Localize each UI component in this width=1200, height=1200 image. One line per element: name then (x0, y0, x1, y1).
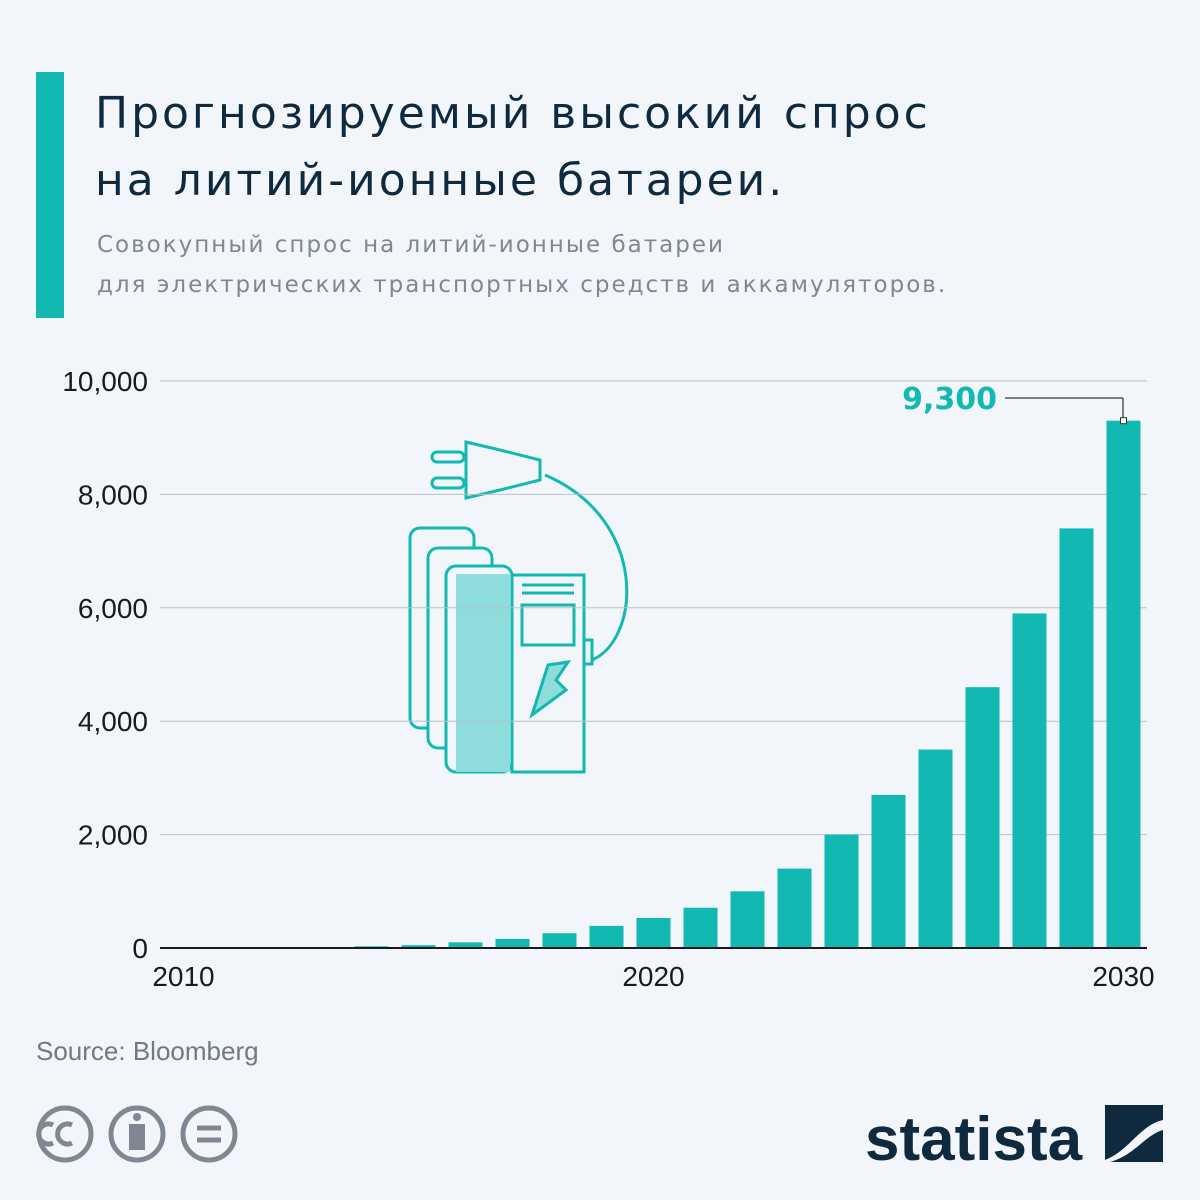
y-tick-label: 6,000 (78, 593, 148, 624)
bar (777, 868, 812, 948)
bar (824, 834, 859, 948)
y-tick-label: 4,000 (78, 706, 148, 737)
logo-mark (1105, 1105, 1163, 1162)
license-icons (36, 1105, 238, 1163)
bar (636, 917, 671, 948)
source: Source: Bloomberg (36, 1036, 259, 1066)
subtitle: Совокупный спрос на литий-ионные батареи (97, 232, 725, 258)
accent-bar (36, 72, 64, 318)
illustration (408, 440, 629, 774)
bar (401, 945, 436, 948)
bar (589, 925, 624, 948)
bar (448, 942, 483, 948)
x-tick-label: 2020 (622, 961, 684, 992)
y-tick-label: 2,000 (78, 820, 148, 851)
x-tick-label: 2030 (1092, 961, 1154, 992)
bar (1059, 528, 1094, 948)
bar (871, 794, 906, 948)
x-tick-label: 2010 (152, 961, 214, 992)
y-tick-label: 10,000 (62, 366, 148, 397)
y-tick-label: 0 (132, 933, 148, 964)
bar (1106, 420, 1141, 948)
chart-title: на литий-ионные батареи. (95, 155, 785, 206)
bar (683, 907, 718, 948)
value-label: 9,300 (902, 382, 997, 417)
bar (965, 687, 1000, 948)
bar (1012, 613, 1047, 948)
bar (918, 749, 953, 948)
logo: statista (865, 1105, 1083, 1174)
annotation-marker (1120, 417, 1127, 425)
chart-title: Прогнозируемый высокий спрос (95, 88, 931, 139)
y-tick-label: 8,000 (78, 479, 148, 510)
subtitle: для электрических транспортных средств и… (97, 272, 947, 298)
bar (730, 891, 765, 948)
bar (542, 933, 577, 948)
bar (495, 938, 530, 948)
